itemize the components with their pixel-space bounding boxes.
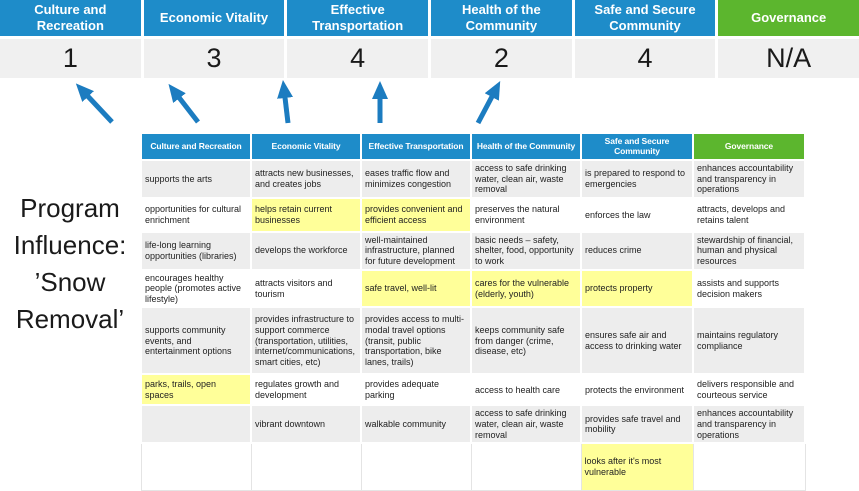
matrix-cell: stewardship of financial, human and phys… <box>692 230 806 271</box>
matrix-cell: basic needs – safety, shelter, food, opp… <box>470 230 582 271</box>
program-influence-label: Program Influence: ’Snow Removal’ <box>13 193 127 334</box>
matrix-row-2: opportunities for cultural enrichment hel… <box>140 196 806 233</box>
matrix-cell: protects the environment <box>580 373 694 407</box>
top-header-culture-and-recreation: Culture and Recreation <box>0 0 141 36</box>
program-influence-matrix: Culture and Recreation Economic Vitality E… <box>140 132 806 491</box>
top-header-effective-transportation: Effective Transportation <box>287 0 428 36</box>
matrix-cell: walkable community <box>360 404 472 445</box>
influence-arrow-2 <box>168 83 200 124</box>
influence-arrows <box>75 80 501 125</box>
matrix-cell: enhances accountability and transparency… <box>692 404 806 445</box>
matrix-cell: provides infrastructure to support comme… <box>250 306 362 376</box>
top-header-economic-vitality: Economic Vitality <box>143 0 285 36</box>
matrix-cell: supports the arts <box>140 159 252 199</box>
matrix-row-7: vibrant downtown walkable community access… <box>140 404 806 445</box>
matrix-cell: regulates growth and development <box>250 373 362 407</box>
matrix-cell: assists and supports decision makers <box>692 268 806 309</box>
matrix-row-5: supports community events, and entertain… <box>140 306 806 376</box>
matrix-cell: well-maintained infrastructure, planned … <box>360 230 472 271</box>
matrix-cell: parks, trails, open spaces <box>140 373 252 407</box>
matrix-row-1: supports the arts attracts new businesses… <box>140 159 806 199</box>
matrix-cell <box>360 442 472 491</box>
matrix-cell: access to health care <box>470 373 582 407</box>
matrix-header-culture-and-recreation: Culture and Recreation <box>140 132 252 161</box>
matrix-cell: encourages healthy people (promotes acti… <box>140 268 252 309</box>
matrix-cell: is prepared to respond to emergencies <box>580 159 694 199</box>
matrix-header-governance: Governance <box>692 132 806 161</box>
matrix-cell: maintains regulatory compliance <box>692 306 806 376</box>
matrix-cell: reduces crime <box>580 230 694 271</box>
score-effective-transportation: 4 <box>287 39 428 78</box>
scoreboard-header-row: Culture and Recreation Economic Vitality E… <box>0 0 859 36</box>
matrix-cell: supports community events, and entertain… <box>140 306 252 376</box>
matrix-header-safe-and-secure-community: Safe and Secure Community <box>580 132 694 161</box>
matrix-cell: enhances accountability and transparency… <box>692 159 806 199</box>
matrix-header-health-of-the-community: Health of the Community <box>470 132 582 161</box>
matrix-cell: looks after it's most vulnerable <box>580 442 694 491</box>
matrix-cell: eases traffic flow and minimizes congest… <box>360 159 472 199</box>
score-safe-and-secure-community: 4 <box>574 39 716 78</box>
matrix-cell: ensures safe air and access to drinking … <box>580 306 694 376</box>
matrix-cell: provides adequate parking <box>360 373 472 407</box>
matrix-cell: attracts, develops and retains talent <box>692 196 806 233</box>
matrix-header-economic-vitality: Economic Vitality <box>250 132 362 161</box>
matrix-cell <box>140 442 252 491</box>
matrix-cell: keeps community safe from danger (crime,… <box>470 306 582 376</box>
matrix-cell: vibrant downtown <box>250 404 362 445</box>
matrix-cell: provides convenient and efficient access <box>360 196 472 233</box>
matrix-cell <box>470 442 582 491</box>
matrix-cell <box>250 442 362 491</box>
matrix-cell: cares for the vulnerable (elderly, youth… <box>470 268 582 309</box>
matrix-cell: life-long learning opportunities (librar… <box>140 230 252 271</box>
top-header-safe-and-secure-community: Safe and Secure Community <box>574 0 716 36</box>
matrix-cell: enforces the law <box>580 196 694 233</box>
influence-arrow-5 <box>475 81 501 125</box>
matrix-cell <box>140 404 252 445</box>
matrix-body: supports the arts attracts new businesses… <box>140 159 806 491</box>
top-header-health-of-the-community: Health of the Community <box>431 0 572 36</box>
matrix-cell: attracts new businesses, and creates job… <box>250 159 362 199</box>
matrix-cell: preserves the natural environment <box>470 196 582 233</box>
matrix-cell: safe travel, well-lit <box>360 268 472 309</box>
matrix-header-effective-transportation: Effective Transportation <box>360 132 472 161</box>
score-health-of-the-community: 2 <box>431 39 572 78</box>
matrix-row-8: looks after it's most vulnerable <box>140 442 806 491</box>
matrix-row-4: encourages healthy people (promotes acti… <box>140 268 806 309</box>
matrix-header-row: Culture and Recreation Economic Vitality E… <box>140 132 806 161</box>
influence-arrow-3 <box>277 80 293 124</box>
matrix-cell: access to safe drinking water, clean air… <box>470 404 582 445</box>
matrix-cell: access to safe drinking water, clean air… <box>470 159 582 199</box>
matrix-cell: provides safe travel and mobility <box>580 404 694 445</box>
score-culture-and-recreation: 1 <box>0 39 141 78</box>
score-economic-vitality: 3 <box>143 39 285 78</box>
matrix-row-3: life-long learning opportunities (librar… <box>140 230 806 271</box>
matrix-cell: opportunities for cultural enrichment <box>140 196 252 233</box>
matrix-cell: provides access to multi-modal travel op… <box>360 306 472 376</box>
score-governance: N/A <box>718 39 859 78</box>
matrix-row-6: parks, trails, open spaces regulates grow… <box>140 373 806 407</box>
top-header-governance: Governance <box>718 0 859 36</box>
matrix-cell <box>692 442 806 491</box>
matrix-cell: helps retain current businesses <box>250 196 362 233</box>
matrix-cell: develops the workforce <box>250 230 362 271</box>
influence-arrow-1 <box>75 83 114 124</box>
matrix-cell: attracts visitors and tourism <box>250 268 362 309</box>
scoreboard-score-row: 1 3 4 2 4 N/A <box>0 39 859 78</box>
matrix-cell: protects property <box>580 268 694 309</box>
matrix-cell: delivers responsible and courteous servi… <box>692 373 806 407</box>
